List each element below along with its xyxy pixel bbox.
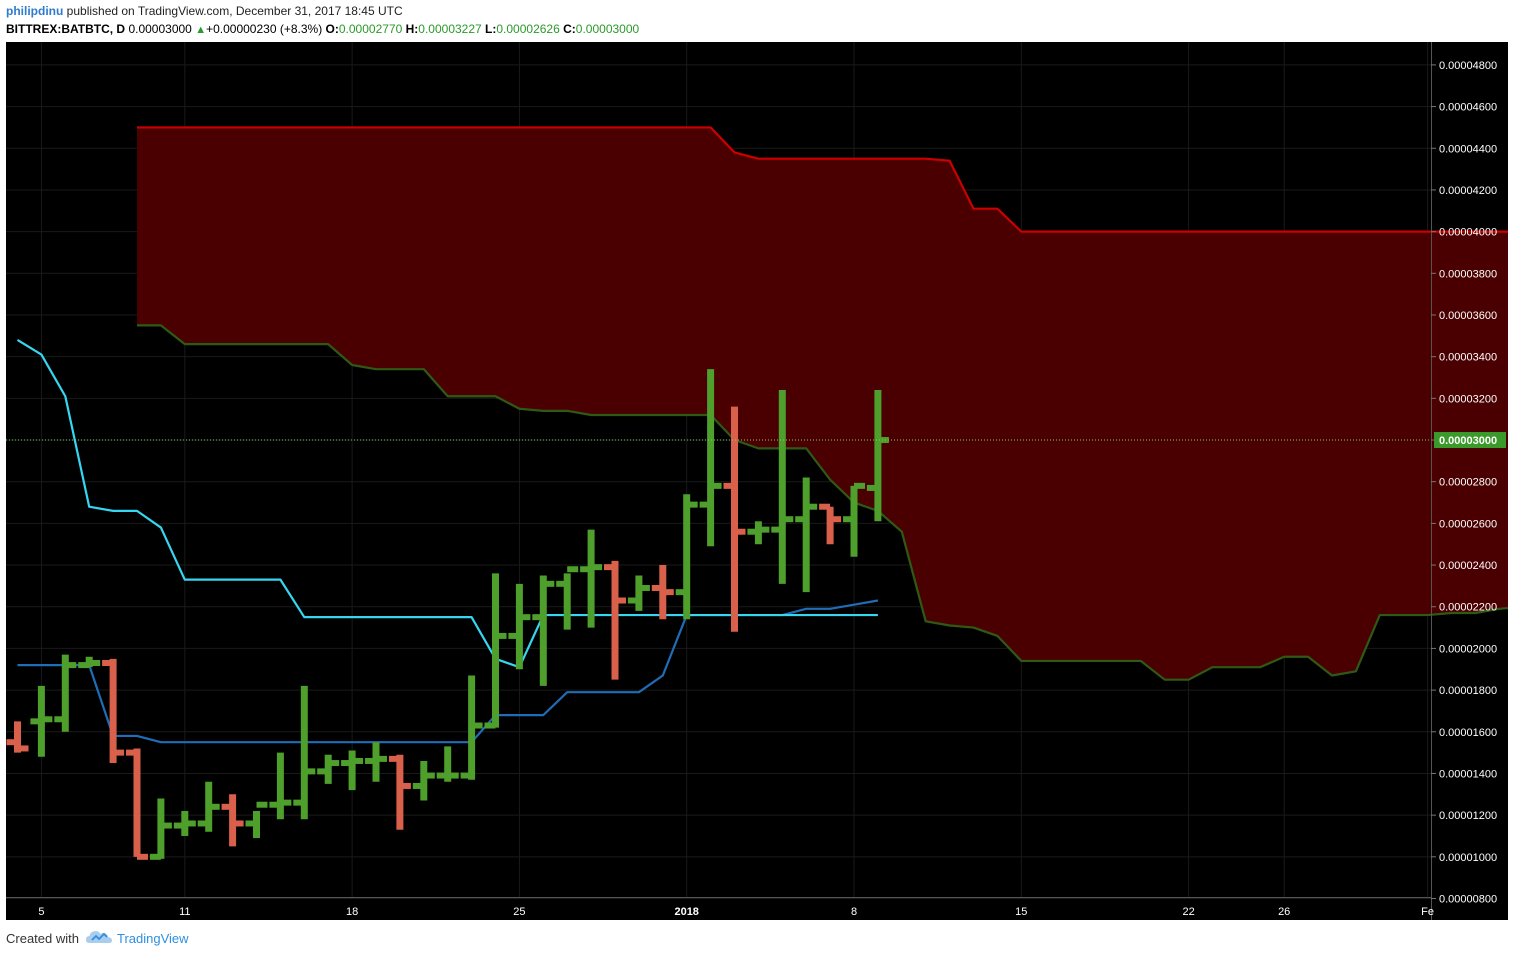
price-axis-label: 0.00003200 (1439, 393, 1497, 405)
author-link[interactable]: philipdinu (6, 4, 64, 18)
price-axis-label: 0.00002200 (1439, 602, 1497, 614)
open-label: O: (325, 22, 339, 36)
price-axis-label: 0.00002400 (1439, 560, 1497, 572)
last-price-label: 0.00003000 (1439, 435, 1497, 447)
publish-info: philipdinu published on TradingView.com,… (6, 4, 403, 18)
chart-footer: Created with TradingView (0, 920, 1514, 956)
high-value: 0.00003227 (418, 22, 482, 36)
price-axis-label: 0.00002000 (1439, 643, 1497, 655)
last-price-value: 0.00003000 (128, 22, 192, 36)
price-axis-label: 0.00004000 (1439, 227, 1497, 239)
time-axis-label: 2018 (674, 906, 698, 918)
tradingview-cloud-icon[interactable] (86, 928, 112, 946)
high-label: H: (405, 22, 419, 36)
time-axis-label: 26 (1278, 906, 1290, 918)
price-axis-label: 0.00003800 (1439, 268, 1497, 280)
price-axis-label: 0.00003400 (1439, 352, 1497, 364)
time-axis-label: Fe (1421, 906, 1434, 918)
price-axis-label: 0.00002600 (1439, 518, 1497, 530)
change-value: +0.00000230 (+8.3%) (206, 22, 323, 36)
time-axis-label: 25 (513, 906, 525, 918)
symbol-label: BITTREX:BATBTC, D (6, 22, 126, 36)
time-axis-label: 22 (1182, 906, 1194, 918)
senkou-span-a-line (137, 126, 1508, 233)
time-axis-label: 15 (1015, 906, 1027, 918)
close-label: C: (563, 22, 576, 36)
price-axis-label: 0.00004800 (1439, 60, 1497, 72)
price-axis-label: 0.00001800 (1439, 685, 1497, 697)
time-axis-label: 8 (851, 906, 857, 918)
time-axis-label: 5 (38, 906, 44, 918)
time-axis-label: 18 (346, 906, 358, 918)
ohlc-legend: BITTREX:BATBTC, D 0.00003000 ▲+0.0000023… (6, 22, 639, 36)
price-axis-label: 0.00001200 (1439, 810, 1497, 822)
tradingview-brand[interactable]: TradingView (117, 931, 189, 946)
last-price-label-box (1434, 432, 1506, 449)
price-axis-label: 0.00001400 (1439, 768, 1497, 780)
low-value: 0.00002626 (496, 22, 560, 36)
price-chart[interactable]: 0.00004800 0.00004600 0.00004400 0.00004200… (6, 42, 1508, 920)
senkou-span-b-line (137, 324, 1508, 681)
price-axis-label: 0.00002800 (1439, 477, 1497, 489)
price-axis-label: 0.00004600 (1439, 102, 1497, 114)
price-axis-label: 0.00003600 (1439, 310, 1497, 322)
chart-area[interactable]: 0.00004800 0.00004600 0.00004400 0.00004200… (6, 42, 1508, 920)
created-with-text: Created with (6, 931, 79, 946)
low-label: L: (485, 22, 497, 36)
ichimoku-cloud (137, 127, 1508, 680)
publish-text: published on TradingView.com, December 3… (66, 4, 403, 18)
close-value: 0.00003000 (575, 22, 640, 36)
chart-header: philipdinu published on TradingView.com,… (0, 0, 1514, 42)
price-axis-label: 0.00001000 (1439, 852, 1497, 864)
up-arrow-icon: ▲ (195, 24, 207, 36)
price-axis-label: 0.00001600 (1439, 727, 1497, 739)
time-axis-label: 11 (179, 906, 190, 918)
open-value: 0.00002770 (338, 22, 403, 36)
price-axis-label: 0.00004400 (1439, 143, 1497, 155)
price-axis-label: 0.00000800 (1439, 894, 1497, 906)
price-axis-label: 0.00004200 (1439, 185, 1497, 197)
